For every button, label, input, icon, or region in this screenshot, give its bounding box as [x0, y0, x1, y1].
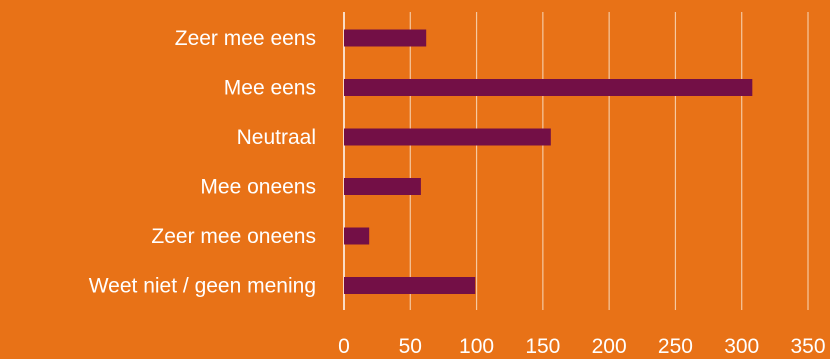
x-axis-tick-labels: 0 50 100 150 200 250 300 350: [338, 335, 825, 358]
x-tick-label: 350: [790, 335, 825, 358]
category-labels: Zeer mee eens Mee eens Neutraal Mee oneens Z…: [89, 27, 316, 298]
category-label: Neutraal: [237, 126, 316, 149]
bar: [344, 277, 475, 294]
bar: [344, 178, 421, 195]
x-tick-label: 100: [459, 335, 494, 358]
x-tick-label: 0: [338, 335, 350, 358]
gridlines: [344, 12, 808, 310]
bar: [344, 228, 369, 245]
x-tick-label: 200: [592, 335, 627, 358]
category-label: Zeer mee eens: [175, 27, 316, 50]
x-tick-label: 150: [525, 335, 560, 358]
bar: [344, 30, 426, 47]
bar: [344, 129, 551, 146]
bar: [344, 79, 752, 96]
category-label: Mee oneens: [200, 176, 316, 199]
category-label: Mee eens: [224, 77, 316, 100]
x-tick-label: 250: [658, 335, 693, 358]
x-tick-label: 50: [399, 335, 422, 358]
bars: [344, 30, 752, 295]
category-label: Weet niet / geen mening: [89, 275, 316, 298]
x-tick-label: 300: [724, 335, 759, 358]
category-label: Zeer mee oneens: [151, 225, 316, 248]
